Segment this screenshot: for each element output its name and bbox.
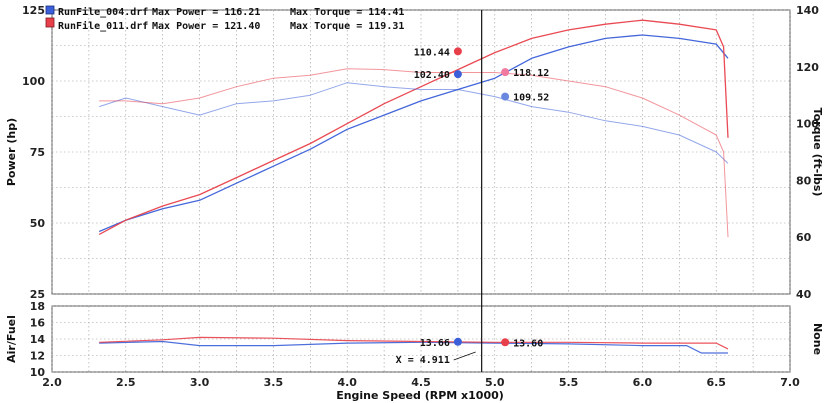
legend-file-run004: RunFile_004.drf bbox=[58, 6, 148, 18]
legend-power-run004: Max Power = 116.21 bbox=[152, 7, 260, 18]
power-axis-ticks: 25 50 75 100 125 bbox=[22, 4, 45, 301]
afr-plot: 13.66 13.60 10 12 14 16 18 Air/Fuel None bbox=[5, 300, 824, 379]
power-tick-label: 25 bbox=[30, 288, 45, 301]
main-marker-label: 109.52 bbox=[513, 93, 549, 104]
series-line-runfile011drf-torque bbox=[99, 68, 729, 238]
torque-tick-label: 120 bbox=[796, 61, 819, 74]
power-axis-title: Power (hp) bbox=[5, 118, 18, 186]
power-tick-label: 125 bbox=[22, 4, 45, 17]
torque-tick-label: 100 bbox=[796, 118, 819, 131]
legend: RunFile_004.drf Max Power = 116.21 Max T… bbox=[45, 5, 404, 32]
rpm-tick-label: 3.5 bbox=[264, 376, 284, 389]
legend-swatch-run011 bbox=[45, 17, 55, 28]
afr-right-axis-title: None bbox=[811, 323, 824, 355]
afr-grid bbox=[51, 305, 791, 373]
cursor-value: X = 4.911 bbox=[396, 355, 450, 366]
legend-file-run011: RunFile_011.drf bbox=[58, 20, 148, 32]
torque-tick-label: 40 bbox=[796, 288, 812, 301]
afr-marker-label: 13.66 bbox=[420, 338, 450, 349]
rpm-axis-title: Engine Speed (RPM x1000) bbox=[336, 389, 504, 402]
main-plot: 110.44 102.40 118.12 109.52 25 50 75 100 125 40… bbox=[5, 4, 824, 301]
main-grid bbox=[51, 9, 791, 295]
main-marker-dot bbox=[501, 92, 510, 101]
main-marker-dot bbox=[453, 70, 462, 79]
main-marker-dot bbox=[501, 68, 510, 77]
afr-tick-label: 14 bbox=[30, 333, 46, 346]
rpm-tick-label: 2.0 bbox=[42, 376, 62, 389]
power-tick-label: 75 bbox=[30, 146, 45, 159]
cursor-label: X = 4.911 bbox=[396, 351, 476, 366]
power-tick-label: 50 bbox=[30, 217, 46, 230]
afr-tick-label: 18 bbox=[30, 300, 45, 313]
main-marker-label: 118.12 bbox=[513, 68, 549, 79]
main-series-group bbox=[98, 19, 729, 238]
cursor-label-leader bbox=[453, 351, 476, 361]
legend-torque-run004: Max Torque = 114.41 bbox=[290, 7, 404, 18]
rpm-tick-label: 4.0 bbox=[337, 376, 357, 389]
afr-marker-dot bbox=[501, 338, 510, 347]
main-marker-dot bbox=[453, 47, 462, 56]
legend-swatch-run004 bbox=[45, 5, 55, 15]
legend-entry-run004: RunFile_004.drf Max Power = 116.21 Max T… bbox=[45, 5, 404, 18]
rpm-tick-label: 3.0 bbox=[190, 376, 210, 389]
rpm-tick-label: 5.0 bbox=[485, 376, 505, 389]
legend-power-run011: Max Power = 121.40 bbox=[152, 21, 260, 32]
afr-tick-label: 12 bbox=[30, 350, 45, 363]
torque-tick-label: 60 bbox=[796, 231, 812, 244]
legend-torque-run011: Max Torque = 119.31 bbox=[290, 21, 404, 32]
torque-axis-title: Torque (ft-lbs) bbox=[811, 108, 824, 197]
afr-line-runfile011drf bbox=[99, 336, 729, 350]
afr-marker-label: 13.60 bbox=[513, 338, 543, 349]
series-line-runfile004drf-power bbox=[98, 34, 729, 233]
rpm-tick-label: 7.0 bbox=[780, 376, 800, 389]
rpm-tick-label: 6.5 bbox=[706, 376, 726, 389]
series-line-runfile004drf-torque bbox=[99, 82, 729, 164]
rpm-tick-label: 2.5 bbox=[116, 376, 136, 389]
power-tick-label: 100 bbox=[22, 75, 45, 88]
legend-entry-run011: RunFile_011.drf Max Power = 121.40 Max T… bbox=[45, 17, 404, 32]
afr-axis-title: Air/Fuel bbox=[5, 315, 18, 363]
torque-tick-label: 80 bbox=[796, 174, 812, 187]
afr-tick-label: 16 bbox=[30, 317, 46, 330]
rpm-tick-label: 5.5 bbox=[559, 376, 579, 389]
rpm-tick-label: 4.5 bbox=[411, 376, 431, 389]
afr-axis-ticks: 10 12 14 16 18 bbox=[30, 300, 46, 379]
afr-tick-label: 10 bbox=[30, 366, 46, 379]
torque-axis-ticks: 40 60 80 100 120 140 bbox=[796, 4, 819, 301]
afr-markers: 13.66 13.60 bbox=[420, 337, 543, 349]
main-markers: 110.44 102.40 118.12 109.52 bbox=[414, 47, 549, 104]
main-marker-label: 110.44 bbox=[414, 47, 450, 58]
rpm-axis-ticks: 2.0 2.5 3.0 3.5 4.0 4.5 5.0 5.5 6.0 6.5 7.0 bbox=[42, 376, 800, 389]
torque-tick-label: 140 bbox=[796, 4, 819, 17]
main-marker-label: 102.40 bbox=[414, 70, 450, 81]
afr-marker-dot bbox=[453, 337, 462, 346]
series-line-runfile011drf-power bbox=[98, 19, 729, 235]
rpm-tick-label: 6.0 bbox=[633, 376, 653, 389]
